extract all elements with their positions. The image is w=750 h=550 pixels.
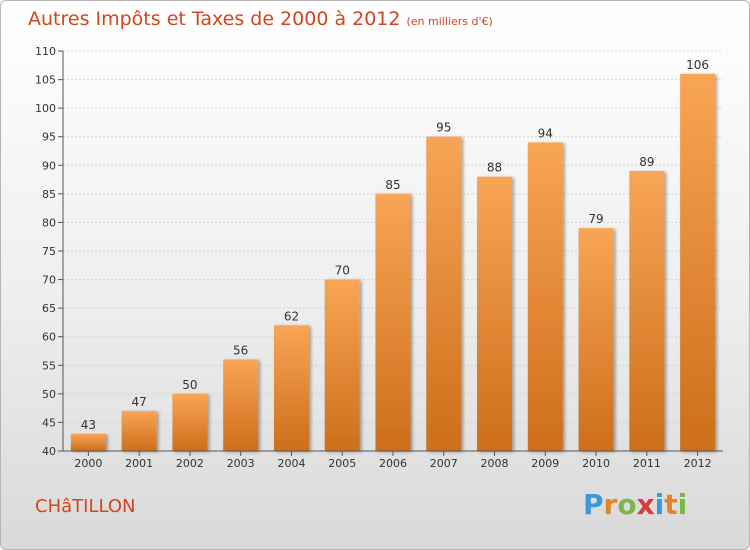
- y-tick-label: 90: [42, 159, 56, 172]
- x-tick-label: 2002: [176, 457, 204, 470]
- bar-2006: [375, 193, 411, 451]
- y-tick-label: 50: [42, 388, 56, 401]
- y-tick-label: 110: [35, 45, 56, 58]
- bar-2012: [680, 73, 716, 451]
- bar-2005: [324, 279, 360, 451]
- bar-2002: [172, 393, 208, 451]
- bar-2003: [223, 359, 259, 451]
- y-tick-label: 100: [35, 102, 56, 115]
- y-tick-label: 45: [42, 416, 56, 429]
- logo-letter: r: [603, 488, 618, 521]
- bar-2007: [426, 136, 462, 451]
- logo-letter: t: [664, 488, 678, 521]
- x-tick-label: 2012: [684, 457, 712, 470]
- bar-2011: [629, 171, 665, 451]
- x-tick-label: 2008: [481, 457, 509, 470]
- data-label: 43: [81, 418, 96, 432]
- y-tick-label: 60: [42, 331, 56, 344]
- data-label: 95: [436, 121, 451, 135]
- bar-2004: [273, 325, 309, 451]
- x-tick-label: 2007: [430, 457, 458, 470]
- logo-letter: o: [617, 488, 637, 521]
- y-tick-label: 85: [42, 188, 56, 201]
- bar-2008: [477, 176, 513, 451]
- data-label: 62: [284, 309, 299, 323]
- y-tick-label: 80: [42, 216, 56, 229]
- y-tick-label: 55: [42, 359, 56, 372]
- proxiti-logo: Proxiti: [583, 488, 687, 521]
- data-label: 50: [182, 378, 197, 392]
- data-label: 79: [588, 212, 603, 226]
- x-axis: 2000 2001 2002 2003 2004 2005 2006 2007 2008 2009…: [63, 450, 723, 470]
- y-tick-label: 105: [35, 74, 56, 87]
- chart-title-main: Autres Impôts et Taxes de 2000 à 2012: [28, 8, 401, 30]
- data-label: 88: [487, 161, 502, 175]
- data-label: 70: [335, 264, 350, 278]
- chart-unit-label: (en milliers d'€): [406, 15, 493, 28]
- x-tick-label: 2000: [74, 457, 102, 470]
- x-tick-label: 2003: [227, 457, 255, 470]
- logo-letter: i: [654, 488, 665, 521]
- bar-2001: [121, 411, 157, 451]
- y-tick-label: 40: [42, 445, 56, 458]
- data-label: 89: [639, 155, 654, 169]
- bars: 43 47 50 56 62 70 85 95 88 94 79 89 106: [70, 58, 716, 451]
- logo-letter: P: [583, 488, 604, 521]
- bar-2000: [70, 433, 106, 451]
- x-tick-label: 2010: [582, 457, 610, 470]
- x-tick-label: 2001: [125, 457, 153, 470]
- y-tick-label: 65: [42, 302, 56, 315]
- logo-letter: i: [677, 488, 688, 521]
- x-tick-label: 2011: [633, 457, 661, 470]
- logo-letter: x: [636, 488, 655, 521]
- data-label: 56: [233, 344, 248, 358]
- data-label: 106: [686, 58, 709, 72]
- y-tick-label: 95: [42, 131, 56, 144]
- commune-name: CHâTILLON: [35, 496, 136, 517]
- x-tick-label: 2006: [379, 457, 407, 470]
- chart-title: Autres Impôts et Taxes de 2000 à 2012 (en…: [28, 8, 493, 30]
- data-label: 94: [538, 126, 553, 140]
- data-label: 47: [132, 395, 147, 409]
- x-tick-label: 2009: [531, 457, 559, 470]
- bar-2010: [578, 228, 614, 451]
- x-tick-label: 2004: [277, 457, 305, 470]
- y-tick-label: 70: [42, 274, 56, 287]
- y-axis: 40 45 50 55 60 65 70 75 80 85 90 95 100 105 110: [35, 45, 64, 458]
- bar-2009: [527, 142, 563, 451]
- y-tick-label: 75: [42, 245, 56, 258]
- x-tick-label: 2005: [328, 457, 356, 470]
- data-label: 85: [385, 178, 400, 192]
